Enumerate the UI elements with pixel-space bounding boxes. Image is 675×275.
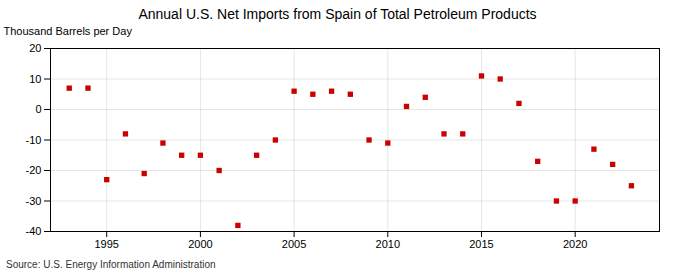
svg-text:20: 20 — [29, 42, 41, 54]
html-text:Annual U.S. Net Imports from S: Annual U.S. Net Imports from Spain of To… — [138, 6, 537, 22]
svg-text:2020: 2020 — [563, 238, 587, 250]
svg-text:-10: -10 — [26, 134, 42, 146]
svg-text:-30: -30 — [26, 195, 42, 207]
svg-text:0: 0 — [35, 103, 41, 115]
svg-text:-40: -40 — [26, 225, 42, 237]
svg-text:2005: 2005 — [282, 238, 306, 250]
svg-text:10: 10 — [29, 73, 41, 85]
svg-text:2010: 2010 — [376, 238, 400, 250]
svg-text:1995: 1995 — [94, 238, 118, 250]
svg-text:2000: 2000 — [188, 238, 212, 250]
svg-text:Thousand Barrels per Day: Thousand Barrels per Day — [4, 25, 133, 37]
svg-text:2015: 2015 — [469, 238, 493, 250]
svg-text:-20: -20 — [26, 164, 42, 176]
html-text:Source: U.S. Energy Informatio: Source: U.S. Energy Information Administ… — [6, 259, 216, 270]
